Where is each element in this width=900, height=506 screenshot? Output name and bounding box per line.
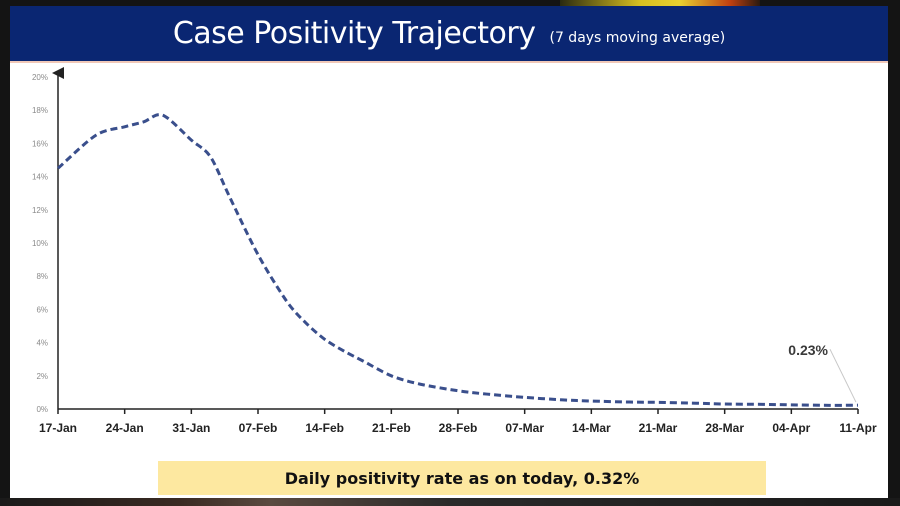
annotation-leader-line: [829, 348, 857, 403]
y-tick-label: 14%: [32, 173, 48, 182]
x-tick-label: 04-Apr: [772, 421, 810, 435]
y-tick-label: 20%: [32, 73, 48, 82]
y-tick-label: 0%: [36, 405, 48, 414]
x-tick-label: 28-Feb: [439, 421, 478, 435]
chart-title: Case Positivity Trajectory: [172, 16, 536, 51]
y-tick-label: 2%: [36, 372, 48, 381]
line-chart: 0% 2% 4% 6% 8% 10% 12% 14% 16% 18% 20% 17-Jan 24-Ja…: [32, 67, 877, 435]
series-line: [57, 113, 859, 407]
chart-subtitle: (7 days moving average): [549, 29, 726, 46]
y-tick-label: 12%: [32, 206, 48, 215]
x-axis-ticks: 17-Jan 24-Jan 31-Jan 07-Feb 14-Feb 21-Feb 28-F…: [39, 409, 877, 435]
annotation-label: 0.23%: [788, 342, 828, 358]
daily-positivity-banner: Daily positivity rate as on today, 0.32%: [158, 461, 766, 495]
x-tick-label: 28-Mar: [705, 421, 744, 435]
x-tick-label: 17-Jan: [39, 421, 77, 435]
background-bottom-strip: [0, 498, 900, 506]
x-tick-label: 07-Feb: [239, 421, 278, 435]
x-tick-label: 24-Jan: [106, 421, 144, 435]
y-tick-label: 4%: [36, 339, 48, 348]
y-tick-label: 18%: [32, 106, 48, 115]
x-tick-label: 14-Feb: [305, 421, 344, 435]
daily-positivity-text: Daily positivity rate as on today, 0.32%: [284, 468, 640, 488]
y-tick-label: 6%: [36, 305, 48, 314]
y-tick-label: 16%: [32, 139, 48, 148]
y-axis-ticks: 0% 2% 4% 6% 8% 10% 12% 14% 16% 18% 20%: [32, 73, 48, 414]
x-tick-label: 21-Feb: [372, 421, 411, 435]
x-tick-label: 14-Mar: [572, 421, 611, 435]
x-tick-label: 31-Jan: [172, 421, 210, 435]
y-tick-label: 8%: [36, 272, 48, 281]
slide: Case Positivity Trajectory (7 days movin…: [10, 6, 888, 498]
x-tick-label: 21-Mar: [639, 421, 678, 435]
slide-header: Case Positivity Trajectory (7 days movin…: [10, 6, 888, 63]
series-group: [57, 113, 859, 407]
annotations-group: 0.23%: [788, 342, 857, 403]
background-decoration: [560, 0, 760, 8]
x-tick-label: 07-Mar: [505, 421, 544, 435]
y-tick-label: 10%: [32, 239, 48, 248]
x-tick-label: 11-Apr: [839, 421, 877, 435]
